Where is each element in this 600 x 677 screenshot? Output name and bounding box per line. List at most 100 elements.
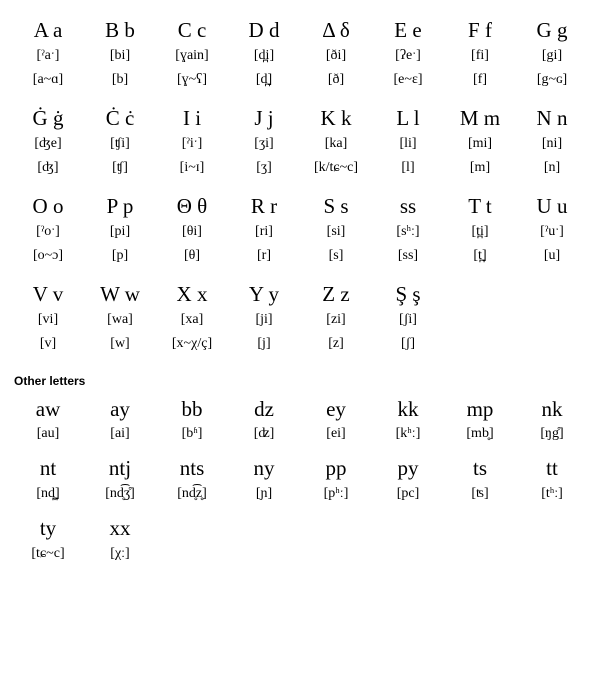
letter-name-ipa: [d̪i] (254, 44, 274, 68)
alphabet-cell: D d[d̪i][d̪] (228, 12, 300, 100)
letter-sound-ipa: [n] (544, 156, 560, 180)
other-letter-sound-ipa: [au] (37, 423, 60, 445)
other-letter-sound-ipa: [ʣ] (254, 423, 275, 445)
letter-name-ipa: [bi] (110, 44, 130, 68)
other-letter-glyph: ty (40, 514, 56, 542)
other-letter-glyph: xx (110, 514, 131, 542)
letter-glyph: G g (537, 16, 568, 44)
other-letter-sound-ipa: [pc] (397, 483, 420, 505)
other-letter-sound-ipa: [nd̥͡z̥] (177, 483, 207, 505)
other-letter-glyph: nt (40, 454, 56, 482)
alphabet-cell: G g[gi][g~ɢ] (516, 12, 588, 100)
letter-glyph: I i (183, 104, 201, 132)
letter-name-ipa: [ði] (326, 44, 346, 68)
letter-sound-ipa: [ʃ] (401, 332, 415, 356)
letter-glyph: F f (468, 16, 492, 44)
letter-glyph: Δ δ (322, 16, 350, 44)
letter-sound-ipa: [ss] (398, 244, 418, 268)
other-letter-glyph: ntj (109, 454, 131, 482)
letter-name-ipa: [gi] (542, 44, 562, 68)
letter-name-ipa: [ʔeˑ] (395, 44, 421, 68)
letter-name-ipa: [zi] (326, 308, 345, 332)
other-letter-cell: xx[χː] (84, 511, 156, 571)
other-letter-sound-ipa: [χː] (110, 543, 129, 565)
letter-sound-ipa: [f] (473, 68, 487, 92)
other-letter-sound-ipa: [ei] (326, 423, 345, 445)
letter-sound-ipa: [d̪] (256, 68, 272, 92)
alphabet-cell: B b[bi][b] (84, 12, 156, 100)
other-letter-sound-ipa: [nd̥͡ʒ̊] (105, 483, 135, 505)
letter-sound-ipa: [ʧ] (112, 156, 128, 180)
alphabet-cell: P p[pi][p] (84, 188, 156, 276)
letter-glyph: Ş ş (395, 280, 420, 308)
alphabet-cell: O o[ˀoˑ][o~ɔ] (12, 188, 84, 276)
alphabet-cell: Ġ ġ[ʤe][ʤ] (12, 100, 84, 188)
other-letter-cell: py[pc] (372, 451, 444, 511)
other-letter-sound-ipa: [ai] (110, 423, 129, 445)
other-letter-cell: dz[ʣ] (228, 392, 300, 452)
other-letter-cell: pp[pʰː] (300, 451, 372, 511)
letter-name-ipa: [ʧi] (110, 132, 130, 156)
alphabet-cell: Ċ ċ[ʧi][ʧ] (84, 100, 156, 188)
letter-glyph: C c (178, 16, 207, 44)
letter-sound-ipa: [m] (470, 156, 490, 180)
alphabet-cell: N n[ni][n] (516, 100, 588, 188)
letter-glyph: W w (100, 280, 140, 308)
other-letter-cell: ay[ai] (84, 392, 156, 452)
alphabet-cell: M m[mi][m] (444, 100, 516, 188)
alphabet-cell: R r[ri][r] (228, 188, 300, 276)
letter-sound-ipa: [ɣ~ʕ] (177, 68, 207, 92)
other-letter-sound-ipa: [ŋg̊] (540, 423, 563, 445)
other-letter-cell: nt[nd̪̥] (12, 451, 84, 511)
letter-sound-ipa: [x~χ/ç] (172, 332, 212, 356)
letter-sound-ipa: [θ] (184, 244, 200, 268)
letter-sound-ipa: [o~ɔ] (33, 244, 63, 268)
letter-glyph: Ċ ċ (106, 104, 135, 132)
alphabet-cell: C c[ɣain][ɣ~ʕ] (156, 12, 228, 100)
other-letter-sound-ipa: [bʱ] (182, 423, 203, 445)
letter-sound-ipa: [w] (110, 332, 129, 356)
other-letter-cell: tt[tʰː] (516, 451, 588, 511)
letter-name-ipa: [wa] (107, 308, 133, 332)
alphabet-cell: ss[sʰː][ss] (372, 188, 444, 276)
other-letter-cell: ny[ɲ] (228, 451, 300, 511)
letter-glyph: M m (460, 104, 500, 132)
letter-name-ipa: [ka] (325, 132, 348, 156)
letter-glyph: J j (254, 104, 273, 132)
alphabet-cell: Y y[ji][j] (228, 276, 300, 364)
letter-glyph: U u (537, 192, 568, 220)
letter-glyph: Z z (322, 280, 349, 308)
other-letter-glyph: ey (326, 395, 346, 423)
letter-glyph: Ġ ġ (33, 104, 64, 132)
letter-glyph: E e (394, 16, 421, 44)
letter-sound-ipa: [b] (112, 68, 128, 92)
alphabet-cell: V v[vi][v] (12, 276, 84, 364)
alphabet-cell: L l[li][l] (372, 100, 444, 188)
letter-sound-ipa: [p] (112, 244, 128, 268)
alphabet-cell: Z z[zi][z] (300, 276, 372, 364)
letter-sound-ipa: [v] (40, 332, 56, 356)
letter-sound-ipa: [ʤ] (37, 156, 58, 180)
other-letter-glyph: nts (180, 454, 205, 482)
letter-sound-ipa: [s] (329, 244, 344, 268)
other-letter-sound-ipa: [ɲ] (256, 483, 272, 505)
main-alphabet-grid: A a[ˀaˑ][a~ɑ]B b[bi][b]C c[ɣain][ɣ~ʕ]D d… (12, 12, 588, 364)
other-letter-sound-ipa: [tɕ~c] (31, 543, 64, 565)
alphabet-cell: J j[ʒi][ʒ] (228, 100, 300, 188)
alphabet-cell: Θ θ[θi][θ] (156, 188, 228, 276)
letter-glyph: S s (323, 192, 348, 220)
letter-name-ipa: [si] (327, 220, 346, 244)
letter-glyph: A a (34, 16, 63, 44)
letter-sound-ipa: [u] (544, 244, 560, 268)
letter-name-ipa: [fi] (471, 44, 489, 68)
letter-name-ipa: [pi] (110, 220, 130, 244)
letter-glyph: ss (400, 192, 416, 220)
letter-glyph: P p (107, 192, 134, 220)
other-letter-sound-ipa: [pʰː] (324, 483, 349, 505)
other-letter-cell: aw[au] (12, 392, 84, 452)
alphabet-cell: Δ δ[ði][ð] (300, 12, 372, 100)
other-letter-sound-ipa: [nd̪̥] (36, 483, 59, 505)
other-letter-cell: bb[bʱ] (156, 392, 228, 452)
letter-sound-ipa: [i~ɪ] (180, 156, 205, 180)
letter-name-ipa: [ji] (255, 308, 272, 332)
